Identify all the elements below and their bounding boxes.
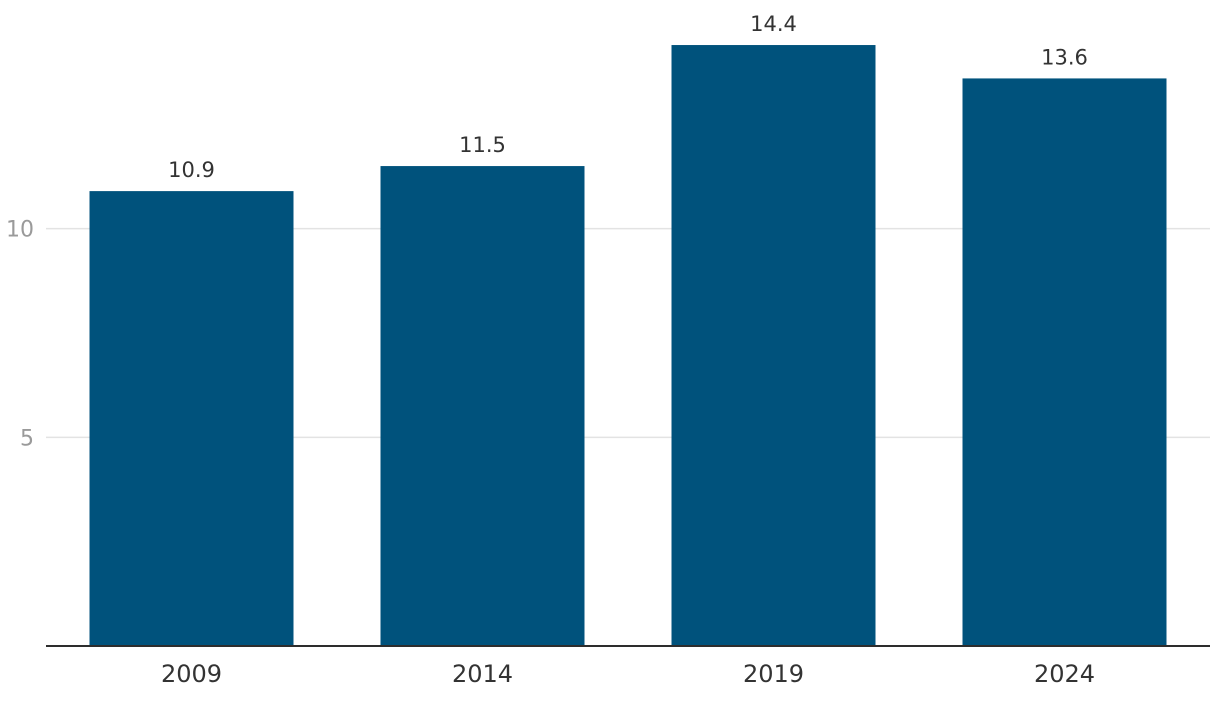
bar-2019	[671, 45, 876, 647]
y-tick-label: 10	[6, 218, 34, 243]
x-tick-label-2014: 2014	[452, 660, 513, 688]
value-label-2019: 14.4	[750, 12, 797, 36]
value-label-2009: 10.9	[168, 158, 215, 182]
bars	[89, 45, 1167, 647]
value-label-2014: 11.5	[459, 133, 506, 157]
value-label-2024: 13.6	[1041, 45, 1088, 69]
labels: 5 10 10.9 2009 11.5 2014 14.4 2019 13.6 2024	[6, 12, 1095, 688]
bar-2024	[962, 78, 1167, 647]
bar-2014	[380, 166, 585, 647]
x-tick-label-2024: 2024	[1034, 660, 1095, 688]
y-tick-label: 5	[20, 426, 34, 451]
x-tick-label-2019: 2019	[743, 660, 804, 688]
x-tick-label-2009: 2009	[161, 660, 222, 688]
bar-2009	[89, 191, 294, 646]
